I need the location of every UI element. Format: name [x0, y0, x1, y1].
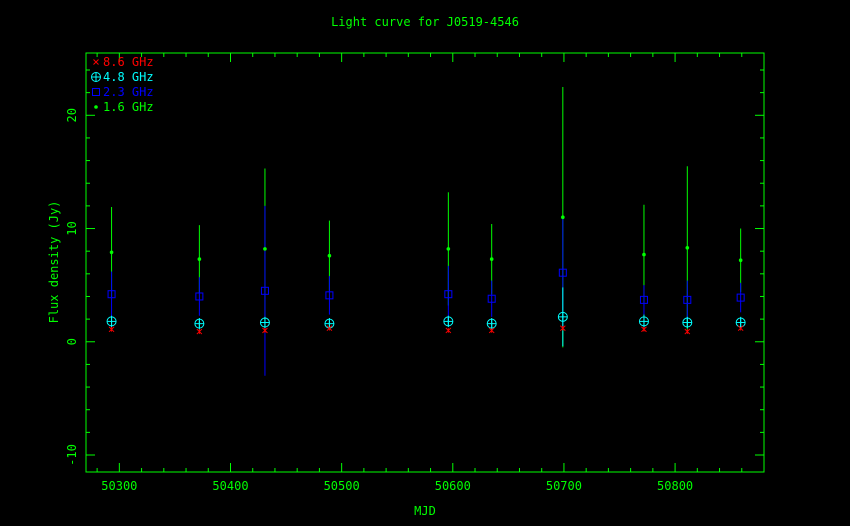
- x-axis-label: MJD: [414, 504, 436, 518]
- point-2-3ghz: [260, 286, 269, 295]
- marker-stroke: [262, 327, 268, 334]
- x-tick-label: 50500: [324, 479, 360, 493]
- marker-stroke: [445, 327, 452, 334]
- point-1-6ghz: [738, 258, 743, 263]
- point-4-8ghz: [194, 318, 205, 329]
- x-tick-label: 50300: [101, 479, 137, 493]
- point-4-8ghz: [443, 316, 454, 327]
- y-tick-label: 10: [65, 221, 79, 235]
- point-4-8ghz: [324, 318, 335, 329]
- point-8-6ghz: [641, 326, 647, 333]
- marker-stroke: [559, 325, 566, 332]
- legend-label: 8.6 GHz: [103, 55, 154, 69]
- point-2-3ghz: [444, 290, 453, 299]
- x-tick-label: 50800: [657, 479, 693, 493]
- y-axis-label: Flux density (Jy): [47, 201, 61, 324]
- point-1-6ghz: [446, 247, 451, 251]
- point-2-3ghz: [107, 290, 116, 299]
- marker-stroke: [326, 325, 333, 332]
- point-8-6ghz: [684, 328, 691, 335]
- point-2-3ghz: [325, 291, 334, 300]
- point-1-6ghz: [94, 105, 98, 109]
- x-tick-label: 50400: [212, 479, 248, 493]
- point-4-8ghz: [735, 317, 746, 328]
- y-tick-label: 20: [65, 108, 79, 122]
- point-1-6ghz: [642, 252, 646, 257]
- point-2-3ghz: [683, 295, 692, 304]
- point-4-8ghz: [682, 317, 693, 328]
- point-8-6ghz: [196, 328, 203, 335]
- y-tick-label: -10: [65, 444, 79, 466]
- legend-label: 2.3 GHz: [103, 85, 154, 99]
- point-1-6ghz: [685, 245, 690, 250]
- point-8-6ghz: [445, 327, 452, 334]
- point-1-6ghz: [561, 215, 565, 220]
- point-4-8ghz: [638, 316, 649, 327]
- x-axis-ticks: 50300 50400 50500 50600 50700 50800: [96, 53, 765, 493]
- point-2-3ghz: [736, 293, 745, 302]
- point-4-8ghz: [106, 316, 117, 327]
- point-1-6ghz: [263, 247, 267, 251]
- data-points: [106, 215, 746, 335]
- point-4-8ghz: [91, 72, 101, 82]
- legend-label: 4.8 GHz: [103, 70, 154, 84]
- y-tick-label: 0: [65, 338, 79, 345]
- point-4-8ghz: [259, 317, 270, 328]
- point-8-6ghz: [93, 59, 99, 65]
- legend-label: 1.6 GHz: [103, 100, 154, 114]
- x-tick-label: 50600: [435, 479, 471, 493]
- point-2-3ghz: [195, 292, 204, 301]
- marker-stroke: [196, 328, 203, 335]
- marker-stroke: [684, 328, 691, 335]
- marker-stroke: [641, 326, 647, 333]
- x-tick-label: 50700: [546, 479, 582, 493]
- plot-frame: [85, 52, 765, 473]
- point-8-6ghz: [262, 327, 268, 334]
- point-2-3ghz: [639, 295, 648, 304]
- point-2-3ghz: [487, 294, 496, 303]
- point-8-6ghz: [488, 327, 495, 334]
- marker-stroke: [488, 327, 495, 334]
- point-8-6ghz: [559, 325, 566, 332]
- point-4-8ghz: [557, 311, 568, 322]
- point-8-6ghz: [108, 326, 115, 333]
- marker-stroke: [737, 325, 744, 332]
- point-2-3ghz: [558, 268, 567, 277]
- point-1-6ghz: [197, 257, 202, 261]
- point-1-6ghz: [327, 253, 332, 258]
- point-1-6ghz: [489, 257, 494, 261]
- point-8-6ghz: [326, 325, 333, 332]
- point-4-8ghz: [486, 318, 497, 329]
- chart-title: Light curve for J0519-4546: [331, 15, 519, 29]
- point-2-3ghz: [92, 88, 100, 96]
- point-8-6ghz: [737, 325, 744, 332]
- marker-stroke: [108, 326, 115, 333]
- y-axis-ticks: -10 0 10 20: [65, 69, 764, 466]
- point-1-6ghz: [109, 250, 114, 255]
- marker-stroke: [93, 59, 99, 65]
